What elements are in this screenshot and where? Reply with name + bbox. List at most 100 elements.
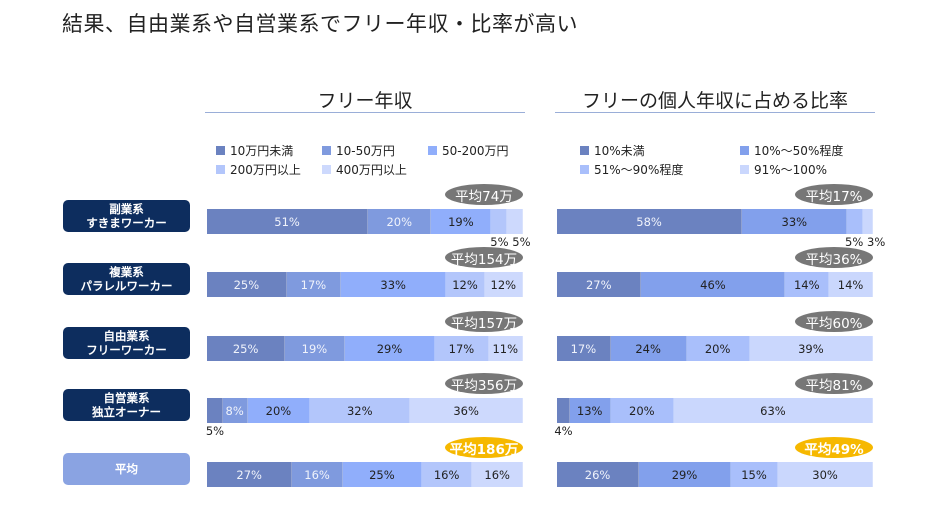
bar-segment: 13% <box>569 398 611 423</box>
legend-swatch <box>580 165 589 174</box>
bar-segment: 25% <box>207 336 286 361</box>
data-label: 11% <box>492 341 519 356</box>
data-label: 25% <box>232 341 259 356</box>
bar-segment <box>863 209 873 234</box>
page-title: 結果、自由業系や自営業系でフリー年収・比率が高い <box>62 12 578 36</box>
bar-segment <box>557 398 570 423</box>
row-label-line1: 副業系 <box>109 202 144 216</box>
bar-segment: 17% <box>286 272 342 297</box>
bar-segment: 17% <box>435 336 489 361</box>
stacked-bar: 51% 20% 19% <box>207 209 523 234</box>
legend-swatch <box>428 146 437 155</box>
data-label: 33% <box>781 214 808 229</box>
stacked-bar: 58% 33% <box>557 209 873 234</box>
row-label-line2: パラレルワーカー <box>80 279 173 293</box>
data-label: 25% <box>369 467 395 482</box>
average-badge: 平均49% <box>795 437 873 458</box>
row-label: 副業系 すきまワーカー <box>63 200 190 232</box>
bar-segment: 51% <box>207 209 369 234</box>
data-label: 12% <box>452 277 478 292</box>
bar-segment: 36% <box>410 398 523 423</box>
legend-item: 51%～90%程度 <box>580 161 683 178</box>
legend-label: 200万円以上 <box>230 163 301 177</box>
data-label: 30% <box>812 467 838 482</box>
legend-label: 10%未満 <box>594 144 645 158</box>
legend-item: 50-200万円 <box>428 142 509 159</box>
average-badge: 平均356万 <box>445 373 523 394</box>
data-label: 26% <box>584 467 611 482</box>
data-label: 29% <box>671 467 698 482</box>
row-label: 平均 <box>63 453 190 485</box>
legend-item: 400万円以上 <box>322 161 407 178</box>
bar-segment: 15% <box>730 462 779 487</box>
bar-segment: 17% <box>557 336 611 361</box>
data-label: 16% <box>484 467 510 482</box>
average-badge: 平均157万 <box>445 311 523 332</box>
data-label: 19% <box>301 341 328 356</box>
data-label: 32% <box>346 403 373 418</box>
data-label: 8% <box>225 403 244 418</box>
data-label: 14% <box>837 277 864 292</box>
stacked-bar: 13% 20% 63% <box>557 398 873 423</box>
row-label-line1: 自営業系 <box>103 391 150 405</box>
data-label: 17% <box>448 341 475 356</box>
data-label: 24% <box>635 341 661 356</box>
row-label-line2: すきまワーカー <box>86 216 167 230</box>
stacked-bar: 17% 24% 20% 39% <box>557 336 873 361</box>
chart-title: フリー年収 <box>317 90 413 112</box>
legend-label: 10万円未満 <box>230 144 294 158</box>
data-label: 5% <box>845 235 864 249</box>
legend-label: 400万円以上 <box>336 163 407 177</box>
bar-segment: 29% <box>344 336 436 361</box>
bar-segment <box>491 209 508 234</box>
data-label: 63% <box>760 403 786 418</box>
title-underline <box>555 112 875 113</box>
bar-segment: 19% <box>431 209 492 234</box>
average-badge: 平均154万 <box>445 247 523 268</box>
bar-segment: 29% <box>639 462 731 487</box>
legend-item: 10-50万円 <box>322 142 395 159</box>
row-label-line2: フリーワーカー <box>86 343 167 357</box>
bar-segment: 20% <box>686 336 750 361</box>
stacked-bar: 8% 20% 32% 36% <box>207 398 523 423</box>
data-label: 20% <box>704 341 731 356</box>
legend-swatch <box>322 165 331 174</box>
row-label-line1: 自由業系 <box>103 329 150 343</box>
legend-swatch <box>216 165 225 174</box>
bar-segment: 16% <box>292 462 343 487</box>
average-badge: 平均60% <box>795 311 873 332</box>
row-label: 自由業系 フリーワーカー <box>63 327 190 359</box>
data-label: 14% <box>793 277 820 292</box>
legend-label: 10-50万円 <box>336 144 395 158</box>
legend-swatch <box>580 146 589 155</box>
bar-segment: 58% <box>557 209 743 234</box>
data-label: 4% <box>554 424 573 438</box>
data-label: 3% <box>867 235 886 249</box>
data-label: 36% <box>453 403 479 418</box>
data-label: 5% <box>205 424 225 438</box>
bar-segment: 19% <box>285 336 345 361</box>
bar-segment: 27% <box>557 272 642 297</box>
data-label: 12% <box>490 277 517 292</box>
legend-label: 51%～90%程度 <box>594 163 684 177</box>
average-badge: 平均74万 <box>445 184 523 205</box>
data-label: 51% <box>274 214 300 229</box>
average-badge: 平均186万 <box>445 437 523 458</box>
bar-segment: 25% <box>342 462 422 487</box>
legend-item: 200万円以上 <box>216 161 301 178</box>
stacked-bar: 27% 46% 14% 14% <box>557 272 873 297</box>
bar-segment: 12% <box>446 272 485 297</box>
legend-swatch <box>740 165 749 174</box>
data-label: 16% <box>433 467 460 482</box>
legend-swatch <box>216 146 225 155</box>
data-label: 58% <box>636 214 662 229</box>
bar-segment: 20% <box>247 398 311 423</box>
bar-segment <box>507 209 523 234</box>
data-label: 29% <box>376 341 403 356</box>
legend-item: 91%～100% <box>740 161 827 178</box>
stacked-bar: 27% 16% 25% 16% 16% <box>207 462 523 487</box>
legend-label: 10%～50%程度 <box>754 144 844 158</box>
bar-segment: 14% <box>785 272 830 297</box>
bar-segment: 16% <box>421 462 473 487</box>
data-label: 15% <box>741 467 767 482</box>
